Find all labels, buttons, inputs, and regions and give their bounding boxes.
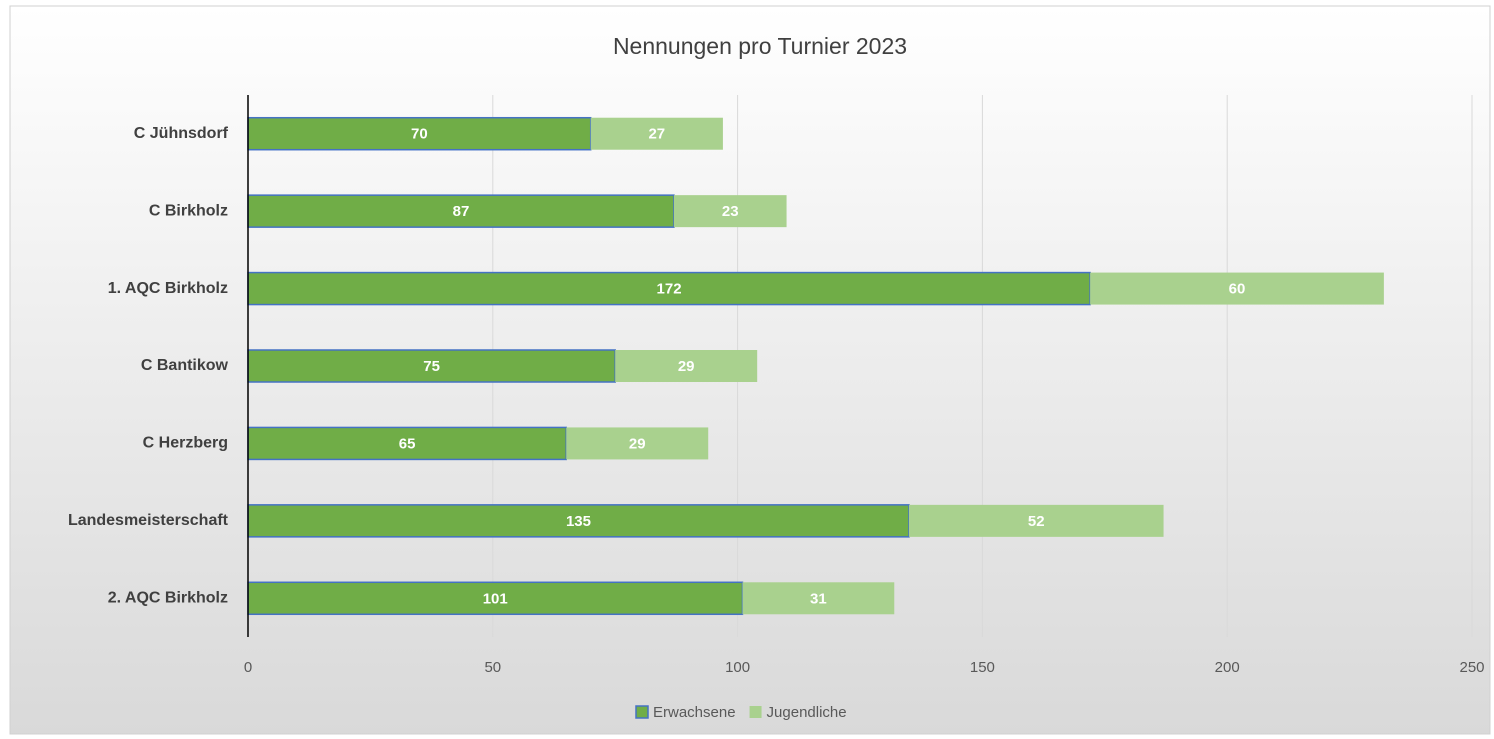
data-label: 135 bbox=[566, 513, 591, 530]
data-label: 65 bbox=[399, 435, 416, 452]
x-tick-label: 250 bbox=[1459, 659, 1484, 676]
legend-swatch bbox=[635, 705, 649, 719]
data-label: 29 bbox=[678, 358, 695, 375]
data-label: 29 bbox=[629, 435, 646, 452]
x-tick-label: 100 bbox=[725, 659, 750, 676]
bar bbox=[673, 195, 787, 228]
y-tick-label: 1. AQC Birkholz bbox=[108, 280, 228, 297]
y-tick-label: C Herzberg bbox=[143, 435, 228, 452]
data-label: 23 bbox=[722, 203, 739, 220]
x-tick-label: 200 bbox=[1215, 659, 1240, 676]
data-label: 60 bbox=[1229, 281, 1246, 298]
bar bbox=[908, 504, 1164, 537]
bar bbox=[247, 271, 1091, 306]
y-tick-label: Landesmeisterschaft bbox=[68, 512, 229, 529]
x-tick-label: 150 bbox=[970, 659, 995, 676]
bar bbox=[247, 194, 675, 228]
data-label: 31 bbox=[810, 590, 827, 607]
data-label: 75 bbox=[423, 358, 440, 375]
x-tick-label: 50 bbox=[484, 659, 501, 676]
y-tick-label: C Bantikow bbox=[141, 357, 229, 374]
chart-title: Nennungen pro Turnier 2023 bbox=[613, 33, 907, 59]
bar bbox=[742, 582, 895, 615]
data-label: 172 bbox=[657, 281, 682, 298]
bar bbox=[247, 349, 616, 383]
data-label: 52 bbox=[1028, 513, 1045, 530]
bar bbox=[566, 427, 709, 460]
x-tick-label: 0 bbox=[244, 659, 252, 676]
y-tick-label: C Jühnsdorf bbox=[134, 125, 229, 142]
y-tick-label: 2. AQC Birkholz bbox=[108, 590, 228, 607]
bar bbox=[615, 350, 758, 382]
data-label: 101 bbox=[483, 590, 508, 607]
bar bbox=[1090, 272, 1384, 305]
legend-swatch bbox=[749, 706, 762, 718]
data-label: 70 bbox=[411, 126, 428, 143]
bar bbox=[590, 117, 723, 150]
legend-label: Jugendliche bbox=[767, 704, 847, 721]
data-label: 87 bbox=[453, 203, 470, 220]
legend-label: Erwachsene bbox=[653, 704, 736, 721]
y-tick-label: C Birkholz bbox=[149, 202, 228, 219]
data-label: 27 bbox=[648, 126, 665, 143]
bar bbox=[247, 426, 567, 461]
